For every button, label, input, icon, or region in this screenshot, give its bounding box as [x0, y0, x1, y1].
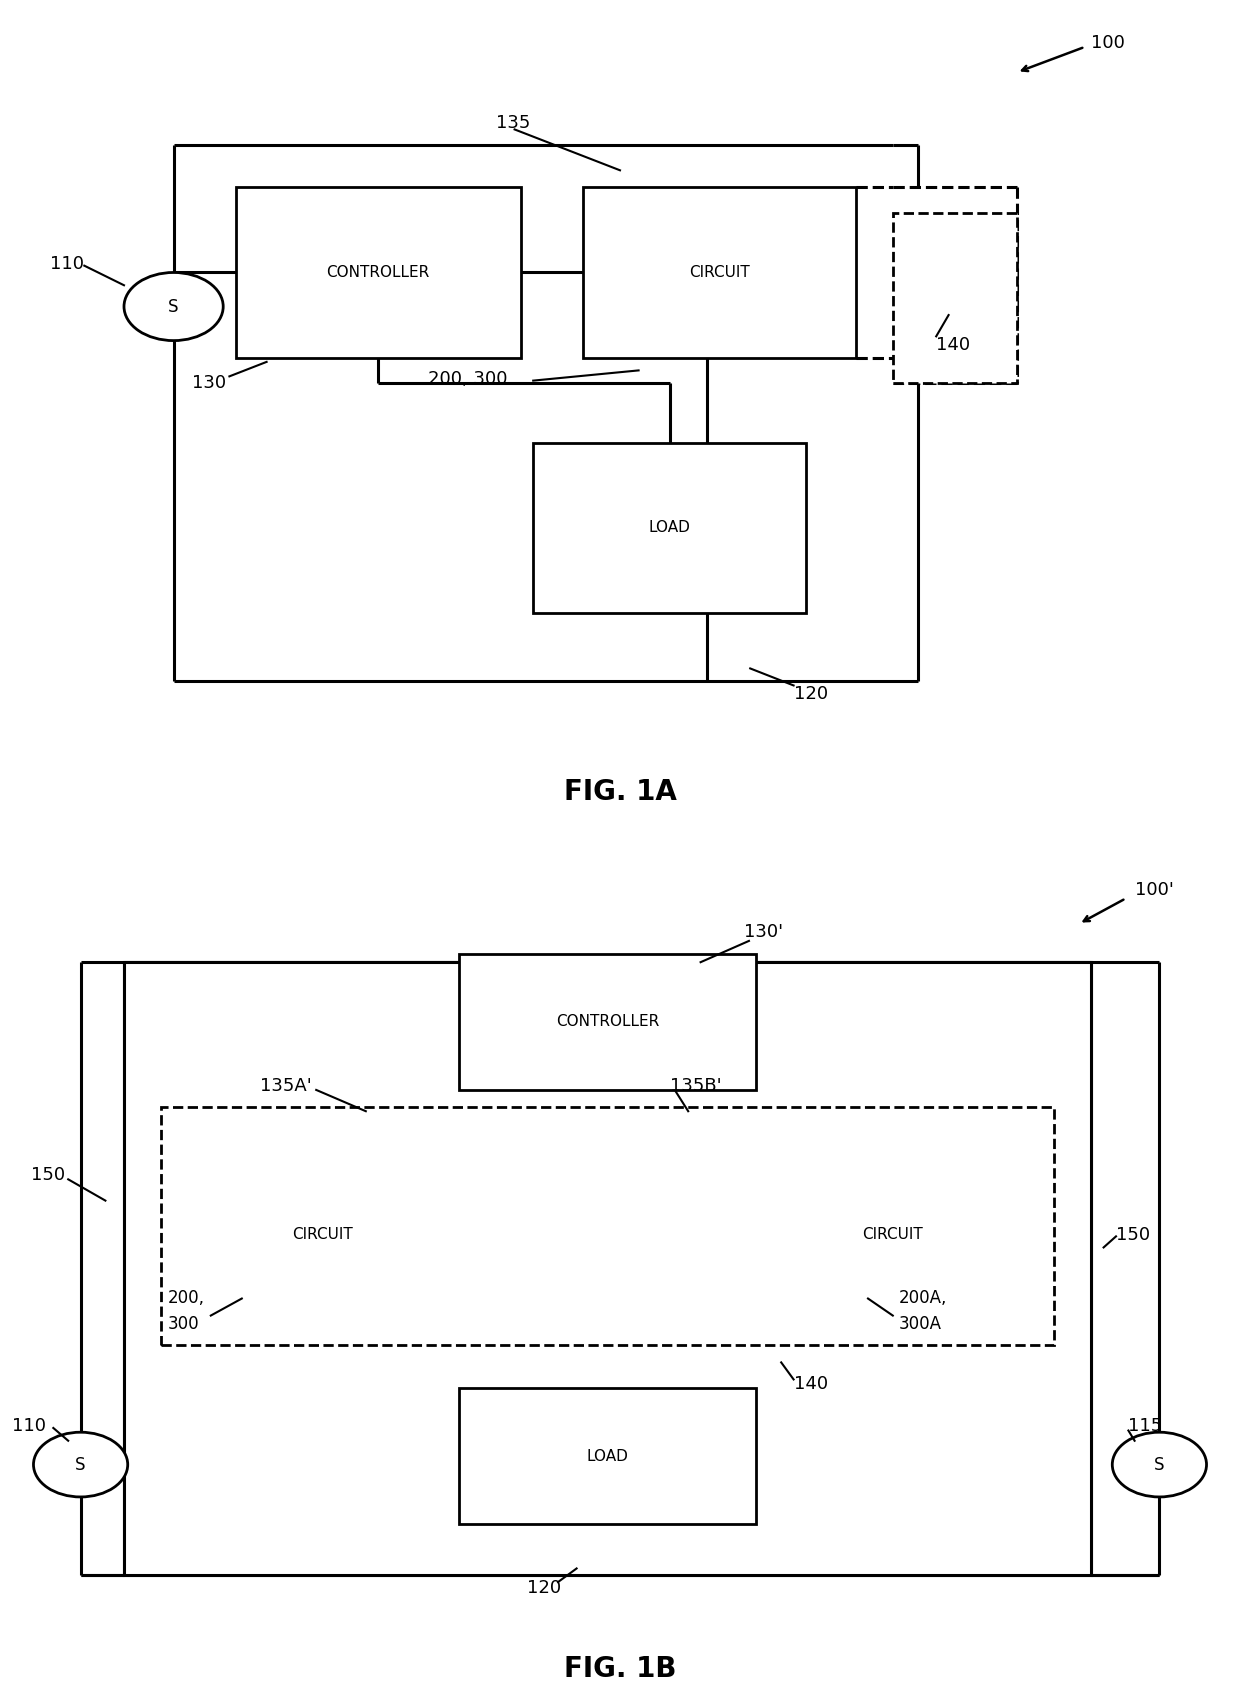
Bar	[459, 1388, 756, 1524]
Text: FIG. 1B: FIG. 1B	[564, 1655, 676, 1683]
Text: 100': 100'	[1135, 880, 1173, 899]
Text: 140: 140	[794, 1374, 828, 1393]
Text: 150: 150	[31, 1167, 66, 1184]
Text: 120: 120	[527, 1579, 562, 1597]
Text: 300: 300	[167, 1315, 200, 1332]
Text: FIG. 1A: FIG. 1A	[563, 778, 677, 806]
Text: 300A: 300A	[899, 1315, 942, 1332]
Bar	[756, 1141, 1029, 1328]
Text: 130': 130'	[744, 923, 784, 942]
Bar	[583, 187, 856, 358]
Text: 200, 300: 200, 300	[428, 370, 507, 388]
Bar	[186, 1141, 459, 1328]
Text: 115: 115	[1128, 1417, 1163, 1436]
Text: 200,: 200,	[167, 1289, 205, 1308]
Text: CONTROLLER: CONTROLLER	[326, 266, 430, 279]
Text: 100: 100	[1091, 34, 1125, 51]
Text: 130: 130	[192, 375, 227, 392]
Bar	[236, 187, 521, 358]
Text: 110: 110	[12, 1417, 46, 1436]
Text: CIRCUIT: CIRCUIT	[863, 1228, 923, 1241]
Text: 140: 140	[936, 335, 971, 354]
Bar	[161, 1107, 1054, 1345]
Bar	[533, 443, 806, 613]
Text: LOAD: LOAD	[649, 521, 691, 535]
Text: 135B': 135B'	[670, 1076, 722, 1095]
Text: CIRCUIT: CIRCUIT	[293, 1228, 352, 1241]
Circle shape	[1112, 1432, 1207, 1497]
Bar	[893, 213, 1017, 383]
Circle shape	[124, 272, 223, 341]
Text: CONTROLLER: CONTROLLER	[556, 1015, 660, 1029]
Text: LOAD: LOAD	[587, 1449, 629, 1463]
Text: 200A,: 200A,	[899, 1289, 947, 1308]
Bar	[459, 954, 756, 1090]
Text: 135: 135	[496, 114, 531, 133]
Text: S: S	[169, 298, 179, 315]
Text: S: S	[76, 1456, 86, 1473]
Bar	[124, 962, 1091, 1575]
Text: 120: 120	[794, 685, 828, 703]
Text: 135A': 135A'	[260, 1076, 312, 1095]
Text: CIRCUIT: CIRCUIT	[689, 266, 749, 279]
Text: 110: 110	[50, 255, 83, 272]
Text: S: S	[1154, 1456, 1164, 1473]
Text: 150: 150	[1116, 1226, 1151, 1243]
Circle shape	[33, 1432, 128, 1497]
